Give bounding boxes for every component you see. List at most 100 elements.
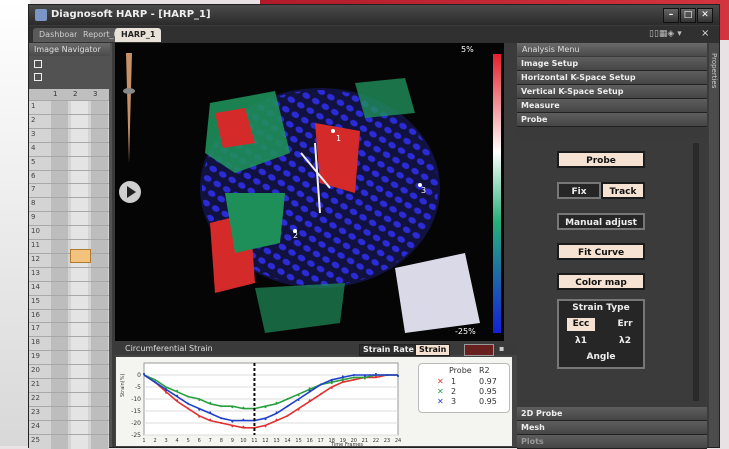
series-point-2 xyxy=(297,394,300,397)
fix-button[interactable]: Fix xyxy=(557,182,601,199)
series-point-2 xyxy=(198,399,201,401)
tab-dashboard[interactable]: Dashboard xyxy=(33,28,89,42)
series-point-2 xyxy=(242,406,245,409)
nav-column-1[interactable] xyxy=(51,100,68,449)
y-tick-label: -20 xyxy=(131,420,141,427)
probe-scrollbar[interactable] xyxy=(693,143,699,401)
color-map-button[interactable]: Color map xyxy=(557,273,645,290)
pin-icon[interactable]: ▪ xyxy=(499,344,505,353)
x-tick-label: 14 xyxy=(284,438,290,444)
section-mesh[interactable]: Mesh xyxy=(517,421,707,435)
fit-curve-button[interactable]: Fit Curve xyxy=(557,243,645,260)
title-bar: Diagnosoft HARP - [HARP_1] – □ ✕ xyxy=(29,5,719,25)
series-point-1 xyxy=(165,391,168,394)
checkbox-icon[interactable] xyxy=(34,73,42,81)
minimize-button[interactable]: – xyxy=(663,8,679,23)
legend-marker-icon: ✕ xyxy=(437,377,444,386)
nav-column-2[interactable] xyxy=(71,100,88,449)
series-point-1 xyxy=(198,415,201,418)
lambda1-option[interactable]: λ1 xyxy=(575,336,587,346)
series-point-3 xyxy=(176,394,179,397)
section-measure[interactable]: Measure xyxy=(517,99,707,113)
selected-frame-cell[interactable] xyxy=(70,249,91,263)
navigator-grid: 1 2 3 1 2 3 4 5 6 7 8 9 10 11 12 13 14 15 16 17 18 19 20 21 2… xyxy=(29,89,109,449)
x-tick-label: 24 xyxy=(395,438,401,444)
angle-option[interactable]: Angle xyxy=(586,352,616,362)
legend-marker-icon: ✕ xyxy=(437,387,444,396)
series-point-3 xyxy=(319,383,322,386)
layout-icons[interactable]: ▯▯▦◈ ▾ xyxy=(649,29,682,39)
tab-harp[interactable]: HARP_1 xyxy=(115,28,162,42)
strain-panel: Circumferential Strain Strain Rate Strai… xyxy=(115,343,535,447)
series-point-2 xyxy=(176,389,179,392)
series-point-3 xyxy=(374,373,377,375)
legend-probe: 2 xyxy=(451,387,457,396)
lambda2-option[interactable]: λ2 xyxy=(619,336,631,346)
close-tab-icon[interactable]: × xyxy=(701,28,710,39)
nav-row-number: 9 xyxy=(31,213,36,222)
x-tick-label: 15 xyxy=(295,438,301,444)
ecc-option[interactable]: Ecc xyxy=(567,318,595,331)
nav-row-number: 17 xyxy=(31,324,40,333)
series-point-1 xyxy=(319,393,322,396)
y-axis-label: Strain(%) xyxy=(120,373,126,397)
err-option[interactable]: Err xyxy=(617,319,633,329)
probe-panel: Probe Fix Track Manual adjust Fit Curve … xyxy=(517,139,707,407)
series-line-3 xyxy=(143,374,398,422)
export-button[interactable] xyxy=(464,344,494,356)
section-vertical-kspace[interactable]: Vertical K-Space Setup xyxy=(517,85,707,99)
nav-row-number: 11 xyxy=(31,241,40,249)
probe-label-1[interactable]: 1 xyxy=(336,134,342,143)
nav-row-number: 10 xyxy=(31,227,40,236)
nav-row-number: 2 xyxy=(31,115,36,124)
legend-r2: 0.97 xyxy=(479,377,497,386)
series-point-1 xyxy=(231,425,234,428)
nav-column-3[interactable] xyxy=(91,100,108,449)
nav-row-divider xyxy=(29,155,109,157)
series-point-1 xyxy=(297,408,300,411)
strain-type-title: Strain Type xyxy=(572,303,630,313)
close-button[interactable]: ✕ xyxy=(697,8,713,23)
series-point-3 xyxy=(330,379,333,382)
harp-image-view[interactable]: 1 2 3 xyxy=(115,43,504,341)
strain-map xyxy=(119,53,480,333)
y-tick-label: -15 xyxy=(131,408,141,415)
properties-side-tab[interactable]: Properties xyxy=(709,43,719,447)
strain-button[interactable]: Strain xyxy=(415,344,451,356)
probe-label-2[interactable]: 2 xyxy=(293,231,299,240)
tab-report[interactable]: Report_0 xyxy=(77,28,125,42)
probe-button[interactable]: Probe xyxy=(557,151,645,168)
section-probe[interactable]: Probe xyxy=(517,113,707,127)
probe-label-3[interactable]: 3 xyxy=(421,186,427,195)
nav-row-number: 18 xyxy=(31,338,40,347)
maximize-button[interactable]: □ xyxy=(680,8,696,23)
manual-adjust-button[interactable]: Manual adjust xyxy=(557,213,645,230)
strain-type-group: Strain Type Ecc Err λ1 λ2 Angle xyxy=(557,299,645,369)
section-horizontal-kspace[interactable]: Horizontal K-Space Setup xyxy=(517,71,707,85)
section-image-setup[interactable]: Image Setup xyxy=(517,57,707,71)
col-header-3: 3 xyxy=(93,90,98,98)
col-header-1: 1 xyxy=(53,90,58,98)
app-window: Diagnosoft HARP - [HARP_1] – □ ✕ Dashboa… xyxy=(28,4,720,449)
app-logo-icon xyxy=(35,9,47,21)
nav-row-divider xyxy=(29,433,109,435)
series-point-1 xyxy=(352,378,355,381)
series-point-3 xyxy=(198,408,201,411)
track-button[interactable]: Track xyxy=(601,182,645,199)
nav-row-divider xyxy=(29,169,109,171)
x-tick-label: 16 xyxy=(306,438,312,444)
series-point-3 xyxy=(242,418,245,421)
legend-r2: 0.95 xyxy=(479,397,497,406)
checkbox-icon[interactable] xyxy=(34,60,42,68)
series-point-1 xyxy=(275,418,278,421)
section-plots[interactable]: Plots xyxy=(517,435,707,449)
strain-panel-title: Circumferential Strain xyxy=(125,344,213,353)
strain-chart: 0-5-10-15-20-251 2 3 4 5 6 7 8 9 10 11 12 13 14 15 16 17… xyxy=(120,362,401,446)
series-point-2 xyxy=(187,395,190,398)
section-2d-probe[interactable]: 2D Probe xyxy=(517,407,707,421)
nav-row-number: 5 xyxy=(31,157,36,166)
legend-probe: 1 xyxy=(451,377,457,386)
strain-rate-button[interactable]: Strain Rate xyxy=(359,344,418,356)
nav-row-divider xyxy=(29,127,109,129)
x-tick-label: 2 xyxy=(153,438,156,444)
